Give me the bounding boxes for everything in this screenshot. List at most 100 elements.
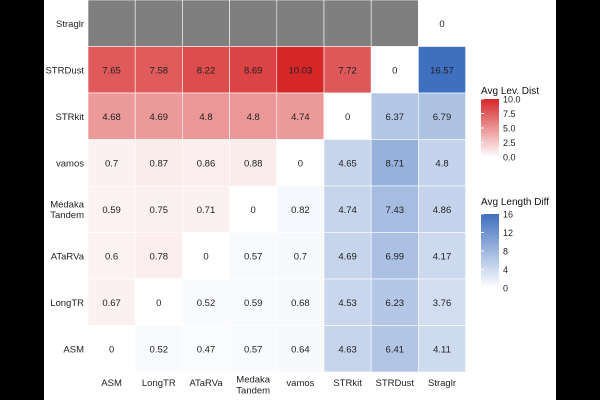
heatmap-cell-r7-c3 bbox=[229, 325, 278, 373]
cell-value-r4-c4: 0.82 bbox=[291, 205, 310, 216]
cell-value-r7-c1: 0.52 bbox=[150, 344, 169, 355]
heatmap-cell-r2-c2 bbox=[182, 92, 230, 140]
cell-value-r6-c3: 0.59 bbox=[244, 298, 263, 309]
cell-value-r6-c5: 4.53 bbox=[338, 298, 357, 309]
cell-value-r1-c7: 16.57 bbox=[430, 65, 454, 76]
cell-value-r6-c4: 0.68 bbox=[291, 298, 310, 309]
cell-value-r2-c1: 4.69 bbox=[150, 112, 169, 123]
x-tick-label-3: Medaka Tandem bbox=[236, 375, 271, 397]
y-tick-label-1: STRDust bbox=[45, 65, 84, 76]
cell-value-r1-c3: 8.69 bbox=[244, 65, 263, 76]
heatmap-cell-r4-c2 bbox=[182, 185, 230, 233]
cell-value-r7-c2: 0.47 bbox=[197, 344, 216, 355]
cell-value-r7-c3: 0.57 bbox=[244, 344, 263, 355]
heatmap-cell-r6-c3 bbox=[229, 278, 278, 326]
legend-lev-dist-tick-4: 0.0 bbox=[503, 153, 516, 163]
x-tick-label-6: STRDust bbox=[376, 378, 415, 389]
y-axis-labels: Straglr STRDust STRkit vamos Medaka Tandem ATa… bbox=[45, 19, 84, 356]
legend-length-diff-colorbar bbox=[481, 214, 499, 288]
heatmap-cell-r7-c6 bbox=[370, 325, 419, 373]
heatmap-cell-r0-c5 bbox=[323, 0, 372, 47]
legend-lev-dist-tick-0: 10.0 bbox=[503, 95, 521, 105]
cell-value-r2-c5: 0 bbox=[345, 112, 350, 123]
cell-value-r1-c1: 7.58 bbox=[150, 65, 169, 76]
heatmap-cell-r3-c4 bbox=[276, 139, 325, 187]
cell-value-r1-c0: 7.65 bbox=[102, 65, 121, 76]
cell-value-r7-c7: 4.11 bbox=[433, 344, 451, 355]
heatmap-cell-r5-c0 bbox=[87, 232, 136, 280]
heatmap-cell-r7-c2 bbox=[182, 325, 230, 373]
x-tick-label-0: ASM bbox=[101, 378, 122, 389]
heatmap-cell-r7-c4 bbox=[276, 325, 325, 373]
heatmap-cell-r6-c2 bbox=[182, 278, 230, 326]
y-tick-label-2: STRkit bbox=[56, 112, 85, 123]
legend-length-diff-tick-4: 0 bbox=[503, 284, 508, 294]
cell-value-r2-c0: 4.68 bbox=[102, 112, 121, 123]
heatmap-cell-r0-c1 bbox=[134, 0, 183, 47]
x-axis-labels: ASM LongTR ATaRVa Medaka Tandem vamos STRkit ST… bbox=[101, 375, 456, 397]
x-tick-label-1: LongTR bbox=[142, 378, 176, 389]
y-tick-label-5: ATaRVa bbox=[51, 251, 85, 262]
heatmap-cell-r1-c6 bbox=[370, 46, 419, 94]
heatmap-cell-r2-c5 bbox=[323, 92, 372, 140]
heatmap-cell-r2-c3 bbox=[229, 92, 278, 140]
heatmap-cell-r0-c2 bbox=[182, 0, 230, 47]
legend-length-diff-ticks: 16 12 8 4 0 bbox=[481, 210, 513, 294]
heatmap-cell-r0-c3 bbox=[229, 0, 278, 47]
cell-value-r3-c5: 4.65 bbox=[338, 158, 357, 169]
legend-lev-dist-ticks: 10.0 7.5 5.0 2.5 0.0 bbox=[481, 95, 521, 163]
cell-value-r6-c2: 0.52 bbox=[197, 298, 216, 309]
cell-value-r4-c3: 0 bbox=[251, 205, 256, 216]
cell-value-r5-c6: 6.99 bbox=[386, 251, 405, 262]
heatmap-cell-r5-c7 bbox=[418, 232, 466, 280]
cell-value-r7-c4: 0.64 bbox=[291, 344, 310, 355]
cell-value-r1-c6: 0 bbox=[392, 65, 397, 76]
heatmap-cell-r4-c3 bbox=[229, 185, 278, 233]
heatmap-cell-r5-c6 bbox=[370, 232, 419, 280]
cell-value-r1-c2: 8.22 bbox=[197, 65, 216, 76]
cell-value-r3-c0: 0.7 bbox=[105, 158, 118, 169]
heatmap-cell-r3-c7 bbox=[418, 139, 466, 187]
cell-value-r2-c6: 6.37 bbox=[386, 112, 405, 123]
cell-value-r6-c0: 0.67 bbox=[102, 298, 121, 309]
cell-value-r4-c7: 4.86 bbox=[433, 205, 452, 216]
legend-lev-dist-tick-1: 7.5 bbox=[503, 109, 516, 119]
cell-value-r6-c1: 0 bbox=[156, 298, 161, 309]
cell-value-r5-c5: 4.69 bbox=[338, 251, 357, 262]
cell-value-r3-c3: 0.88 bbox=[244, 158, 263, 169]
cell-value-r5-c1: 0.78 bbox=[150, 251, 169, 262]
legend-length-diff-tick-1: 12 bbox=[503, 228, 513, 238]
heatmap-cell-r3-c1 bbox=[134, 139, 183, 187]
cell-value-r7-c0: 0 bbox=[109, 344, 114, 355]
cell-value-r4-c0: 0.59 bbox=[102, 205, 121, 216]
x-tick-label-7: Straglr bbox=[428, 378, 456, 389]
cell-value-r2-c2: 4.8 bbox=[199, 112, 212, 123]
heatmap-cell-r5-c3 bbox=[229, 232, 278, 280]
cell-value-r5-c0: 0.6 bbox=[105, 251, 118, 262]
heatmap-cell-r0-c0 bbox=[87, 0, 136, 47]
cell-value-r2-c4: 4.74 bbox=[291, 112, 310, 123]
cell-value-r1-c5: 7.72 bbox=[338, 65, 357, 76]
cell-value-r5-c2: 0 bbox=[203, 251, 208, 262]
legend-length-diff-tick-0: 16 bbox=[503, 210, 513, 220]
cell-value-r6-c7: 3.76 bbox=[433, 298, 452, 309]
heatmap-cell-r2-c1 bbox=[134, 92, 183, 140]
y-tick-label-4: Medaka Tandem bbox=[50, 199, 85, 221]
legend-length-diff-tick-2: 8 bbox=[503, 247, 508, 257]
cell-value-r4-c6: 7.43 bbox=[386, 205, 405, 216]
heatmap-cell-r6-c5 bbox=[323, 278, 372, 326]
heatmap-cell-r7-c0 bbox=[87, 325, 136, 373]
heatmap-cell-r2-c0 bbox=[87, 92, 136, 140]
left-letterbox bbox=[0, 0, 44, 400]
heatmap-cell-r1-c4 bbox=[276, 46, 325, 94]
cell-value-r3-c7: 4.8 bbox=[435, 158, 448, 169]
heatmap-cell-r6-c7 bbox=[418, 278, 466, 326]
heatmap-cell-r0-c7 bbox=[418, 0, 466, 47]
heatmap-cell-r3-c2 bbox=[182, 139, 230, 187]
x-tick-label-2: ATaRVa bbox=[189, 378, 223, 389]
legend-lev-dist: Avg Lev. Dist 10.0 7.5 5.0 2.5 0.0 bbox=[481, 86, 539, 163]
legend-lev-dist-colorbar bbox=[481, 99, 499, 157]
cell-value-r5-c4: 0.7 bbox=[294, 251, 307, 262]
cell-value-r5-c3: 0.57 bbox=[244, 251, 263, 262]
legend-length-diff: Avg Length Diff 16 12 8 4 0 bbox=[481, 197, 549, 294]
